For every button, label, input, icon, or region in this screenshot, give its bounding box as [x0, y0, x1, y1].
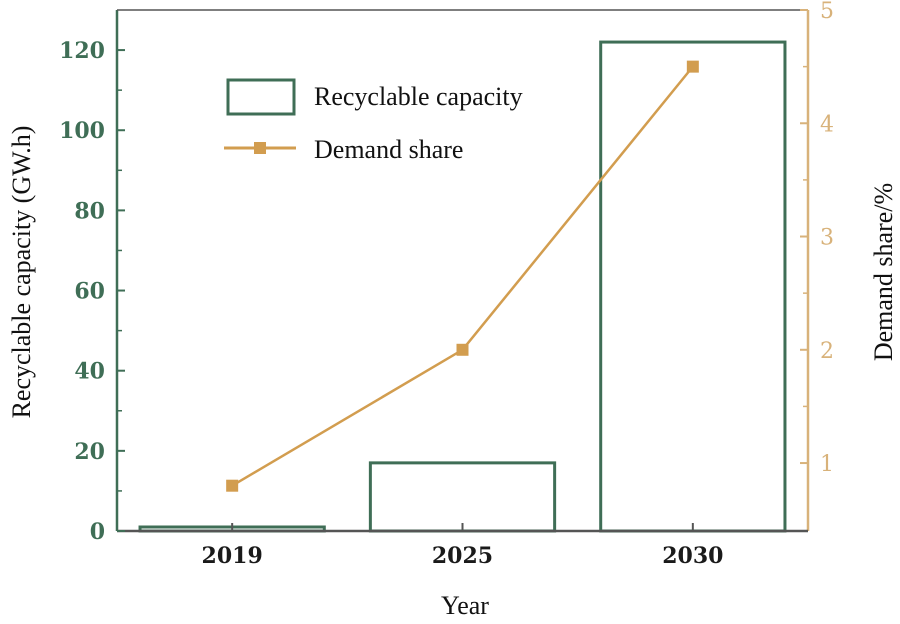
y-left-tick-label: 120 — [59, 38, 105, 64]
demand-share-line — [231, 65, 694, 487]
demand-share-point-2030 — [686, 60, 699, 73]
bar-2025 — [368, 461, 557, 533]
y-axis-right-title: Demand share/% — [869, 183, 898, 361]
y-left-tick-label: 60 — [74, 279, 105, 305]
legend-line-marker — [254, 142, 266, 154]
x-tick-label: 2030 — [662, 543, 723, 569]
legend-bar-swatch — [226, 78, 296, 116]
bar-2030 — [599, 40, 787, 533]
y-left-tick-label: 40 — [74, 359, 105, 385]
x-tick-label: 2025 — [432, 543, 493, 569]
y-left-tick-label: 20 — [74, 439, 105, 465]
line-layer — [226, 60, 699, 492]
legend-line-label: Demand share — [314, 135, 463, 164]
y-left-tick-label: 100 — [59, 118, 105, 144]
x-axis-title: Year — [441, 591, 489, 620]
y-axis-left-title: Recyclable capacity (GW.h) — [7, 126, 36, 419]
demand-share-point-2025 — [456, 343, 469, 356]
y-right-tick-label: 4 — [820, 112, 834, 137]
y-left-tick-label: 0 — [90, 519, 105, 545]
y-right-tick-label: 5 — [820, 0, 834, 24]
y-left-tick-label: 80 — [74, 198, 105, 224]
legend: Recyclable capacity Demand share — [224, 78, 523, 164]
y-right-tick-label: 3 — [820, 226, 834, 251]
x-tick-label: 2019 — [202, 543, 263, 569]
demand-share-point-2019 — [226, 479, 239, 492]
y-right-tick-label: 2 — [820, 339, 834, 364]
legend-bar-label: Recyclable capacity — [314, 82, 523, 111]
ticks-layer: 0 20 40 60 80 100 120 1 2 3 4 5 2019 2025 2030 — [59, 0, 834, 569]
y-right-tick-label: 1 — [820, 452, 834, 477]
